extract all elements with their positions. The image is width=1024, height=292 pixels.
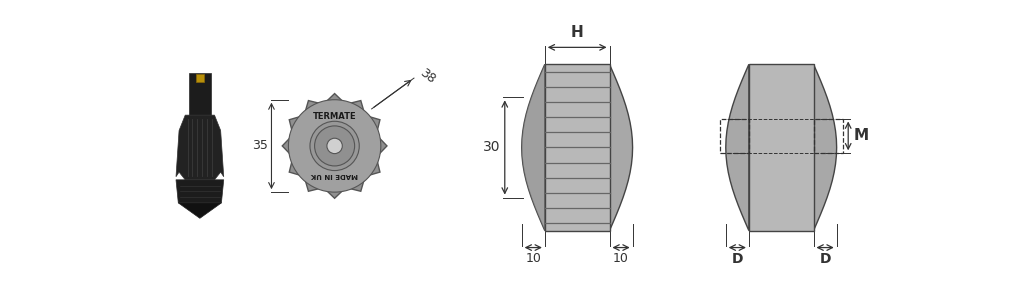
Polygon shape (178, 203, 221, 218)
Circle shape (289, 100, 381, 192)
Polygon shape (726, 64, 749, 231)
Text: 30: 30 (482, 140, 500, 154)
Text: 38: 38 (417, 66, 437, 86)
Text: 10: 10 (613, 252, 629, 265)
Circle shape (310, 121, 359, 171)
Polygon shape (176, 180, 223, 203)
Text: H: H (570, 25, 584, 40)
Circle shape (314, 126, 354, 166)
Text: D: D (819, 252, 830, 266)
Polygon shape (521, 64, 545, 231)
Bar (813, 119, 843, 153)
Polygon shape (283, 93, 387, 198)
Bar (196, 74, 204, 82)
Polygon shape (749, 64, 813, 231)
Polygon shape (521, 64, 545, 231)
Polygon shape (813, 64, 837, 231)
Polygon shape (609, 64, 633, 231)
Bar (720, 119, 749, 153)
Polygon shape (176, 115, 223, 180)
Text: M: M (854, 128, 868, 143)
Text: MADE IN UK: MADE IN UK (311, 172, 358, 178)
Circle shape (327, 138, 342, 154)
Text: 10: 10 (525, 252, 542, 265)
Text: TERMATE: TERMATE (312, 112, 356, 121)
Text: 35: 35 (252, 139, 267, 152)
Text: D: D (731, 252, 743, 266)
Polygon shape (189, 73, 211, 115)
Polygon shape (545, 64, 609, 231)
